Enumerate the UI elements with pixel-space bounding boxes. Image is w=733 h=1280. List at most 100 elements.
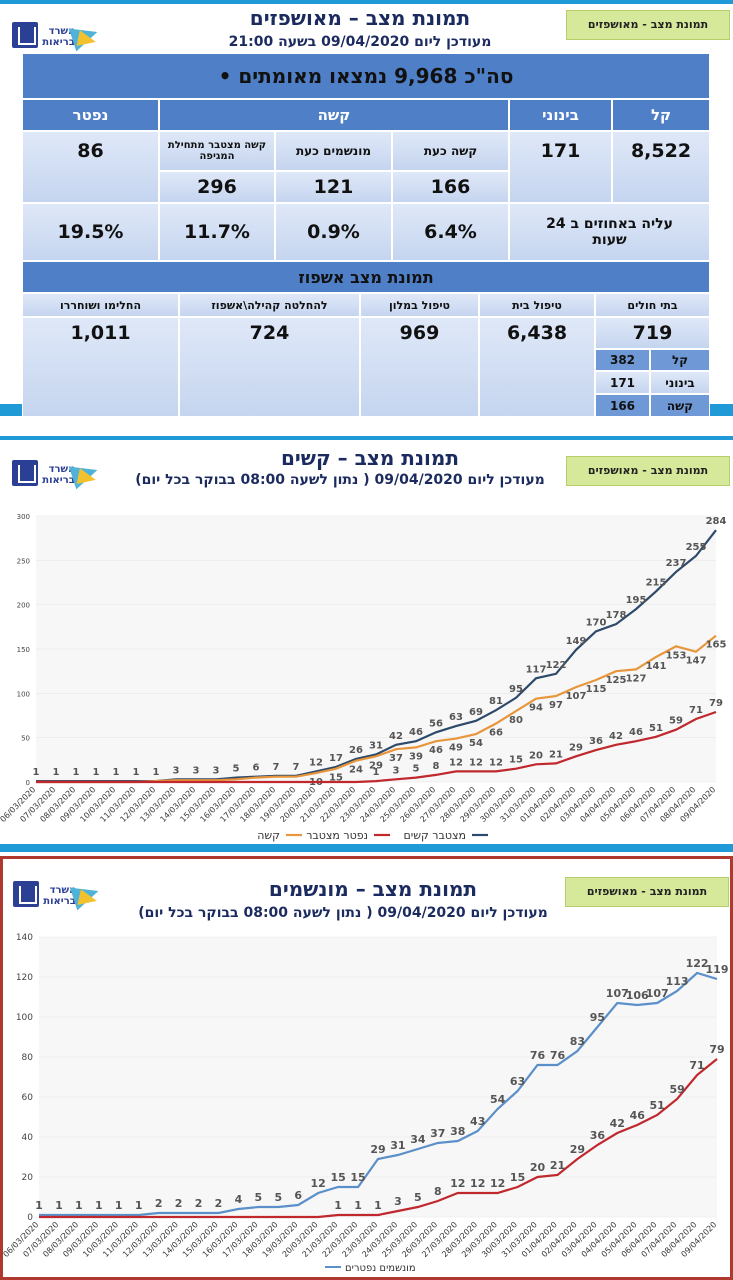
hotel-value: 969	[360, 317, 479, 417]
hospitalized-tag-2: תמונת מצב - מאושפזים	[566, 456, 730, 486]
increase-label: עליה באחוזים ב 24 שעות	[509, 203, 710, 261]
data-label: 15	[350, 1171, 365, 1184]
logo-mark-icon	[13, 881, 39, 907]
data-label: 127	[626, 673, 647, 684]
data-label: 1	[373, 767, 380, 778]
data-label: 6	[294, 1189, 302, 1202]
data-label: 12	[489, 757, 503, 768]
data-label: 17	[329, 753, 343, 764]
data-label: 1	[73, 767, 80, 778]
sub-light-label: קל	[650, 349, 710, 371]
data-label: 107	[566, 691, 587, 702]
panel1-bottom-strip-right	[710, 404, 733, 416]
data-label: 107	[606, 987, 629, 1000]
data-label: 106	[626, 989, 649, 1002]
y-tick-label: 0	[26, 779, 30, 787]
ventilated-panel: משרד הבריאות תמונת מצב – מונשמים מעודכן …	[0, 856, 733, 1280]
y-tick-label: 140	[16, 933, 33, 943]
data-label: 195	[626, 595, 647, 606]
hospitals-header: בתי חולים	[595, 293, 710, 317]
data-label: 26	[349, 745, 363, 756]
pct-severe-cum: 11.7%	[159, 203, 275, 261]
data-label: 54	[469, 738, 483, 749]
data-label: 76	[550, 1049, 566, 1062]
data-label: 2	[155, 1197, 163, 1210]
legend-label: נפטר מצטבר	[306, 829, 368, 842]
severe-cum-value: 296	[159, 171, 275, 203]
data-label: 15	[510, 1171, 525, 1184]
data-label: 94	[529, 703, 543, 714]
plot-area	[39, 937, 717, 1217]
ventilated-now-value: 121	[275, 171, 392, 203]
legend-label: קשה	[257, 829, 280, 842]
data-label: 107	[646, 987, 669, 1000]
data-label: 80	[509, 715, 523, 726]
panel2-bottom-strip	[0, 844, 733, 852]
home-header: טיפול בית	[479, 293, 595, 317]
severe-now-value: 166	[392, 171, 509, 203]
data-label: 51	[649, 723, 663, 734]
ministry-logo-3: משרד הבריאות	[13, 879, 113, 911]
data-label: 1	[374, 1199, 382, 1212]
y-tick-label: 50	[21, 735, 30, 743]
data-label: 63	[510, 1075, 525, 1088]
medium-value: 171	[509, 131, 612, 203]
data-label: 21	[550, 1159, 565, 1172]
y-tick-label: 150	[17, 646, 30, 654]
data-label: 42	[609, 731, 623, 742]
data-label: 7	[293, 762, 300, 773]
data-label: 117	[526, 664, 547, 675]
data-label: 3	[394, 1195, 402, 1208]
severe-header: קשה	[159, 99, 509, 131]
hospitalization-title: תמונת מצב אשפוז	[22, 261, 710, 293]
data-label: 49	[449, 743, 463, 754]
data-label: 37	[430, 1127, 445, 1140]
data-label: 43	[470, 1115, 485, 1128]
data-label: 12	[311, 1177, 326, 1190]
data-label: 79	[709, 698, 723, 709]
data-label: 170	[586, 617, 607, 628]
data-label: 1	[33, 767, 40, 778]
data-label: 34	[410, 1133, 426, 1146]
panel3-subtitle: מעודכן ליום 09/04/2020 ( נתון לשעה 08:00…	[138, 905, 548, 921]
data-label: 71	[689, 1059, 704, 1072]
ministry-logo: משרד הבריאות	[12, 20, 112, 52]
series-line-2	[36, 710, 717, 784]
sub-medium-label: בינוני	[650, 371, 710, 394]
data-label: 20	[529, 750, 543, 761]
data-label: 56	[429, 718, 443, 729]
data-label: 71	[689, 705, 703, 716]
data-label: 147	[686, 656, 707, 667]
data-label: 1	[75, 1199, 83, 1212]
data-label: 5	[274, 1191, 282, 1204]
data-label: 12	[450, 1177, 465, 1190]
data-label: 46	[630, 1109, 646, 1122]
data-label: 115	[586, 684, 607, 695]
logo-name: משרד הבריאות	[42, 464, 82, 486]
data-label: 29	[370, 1143, 385, 1156]
top-border	[0, 0, 733, 4]
y-tick-label: 250	[17, 557, 30, 565]
data-label: 79	[709, 1043, 724, 1056]
total-confirmed-row: • סה"כ 9,968 נמצאו מאומתים	[22, 53, 710, 99]
data-label: 15	[330, 1171, 345, 1184]
pct-severe-now: 6.4%	[392, 203, 509, 261]
data-label: 29	[570, 1143, 585, 1156]
y-tick-label: 60	[22, 1093, 34, 1103]
data-label: 1	[113, 767, 120, 778]
ventilated-chart: 02040608010012014006/03/202007/03/202008…	[3, 933, 728, 1274]
data-label: 1	[95, 1199, 103, 1212]
logo-bird-accent-icon	[77, 889, 99, 909]
legend-label: מונשמים נפטרים	[345, 1263, 416, 1274]
data-label: 122	[546, 660, 567, 671]
logo-mark-icon	[12, 460, 38, 486]
y-tick-label: 120	[16, 973, 33, 983]
medium-header: בינוני	[509, 99, 612, 131]
data-label: 1	[354, 1199, 362, 1212]
y-tick-label: 40	[22, 1133, 34, 1143]
sub-severe-value: 166	[595, 394, 650, 417]
ministry-logo-2: משרד הבריאות	[12, 458, 112, 490]
data-label: 3	[213, 765, 220, 776]
data-label: 1	[93, 767, 100, 778]
home-value: 6,438	[479, 317, 595, 417]
